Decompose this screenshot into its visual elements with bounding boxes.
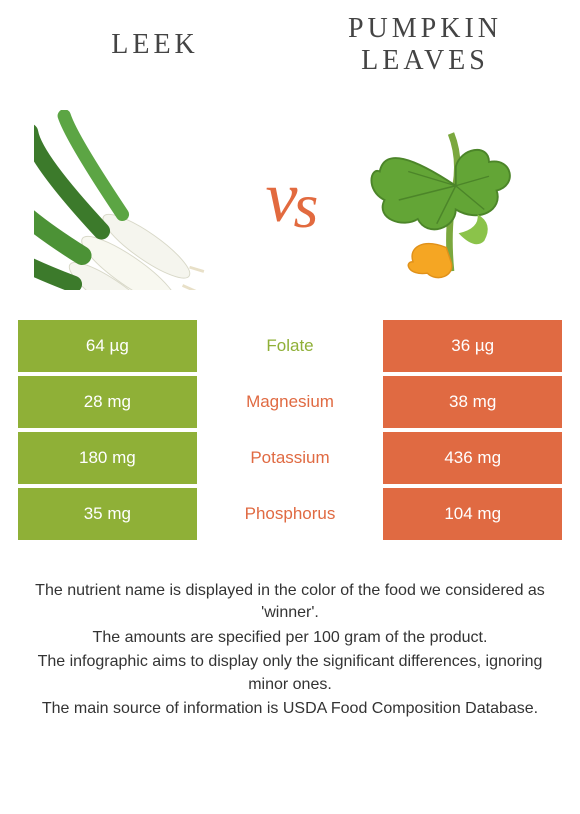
leek-icon (34, 110, 224, 290)
nutrient-right-value: 36 µg (383, 320, 562, 372)
nutrient-left-value: 28 mg (18, 376, 197, 428)
title-right-line1: Pumpkin (290, 13, 560, 45)
footnote-line: The nutrient name is displayed in the co… (30, 580, 550, 625)
nutrient-left-value: 180 mg (18, 432, 197, 484)
table-row: 180 mgPotassium436 mg (18, 432, 562, 484)
footnote-line: The amounts are specified per 100 gram o… (30, 627, 550, 649)
nutrient-right-value: 38 mg (383, 376, 562, 428)
pumpkin-leaves-icon (356, 115, 546, 285)
title-left: Leek (20, 29, 290, 61)
nutrient-name: Magnesium (201, 376, 380, 428)
table-row: 35 mgPhosphorus104 mg (18, 488, 562, 540)
leek-image (29, 105, 229, 295)
title-right: Pumpkin Leaves (290, 13, 560, 77)
nutrient-right-value: 436 mg (383, 432, 562, 484)
images-row: vs (0, 90, 580, 310)
footnotes: The nutrient name is displayed in the co… (0, 580, 580, 720)
table-row: 64 µgFolate36 µg (18, 320, 562, 372)
header-row: Leek Pumpkin Leaves (0, 0, 580, 90)
vs-label: vs (266, 156, 315, 245)
table-row: 28 mgMagnesium38 mg (18, 376, 562, 428)
nutrient-name: Potassium (201, 432, 380, 484)
pumpkin-leaves-image (351, 105, 551, 295)
nutrient-name: Phosphorus (201, 488, 380, 540)
nutrient-name: Folate (201, 320, 380, 372)
nutrient-left-value: 35 mg (18, 488, 197, 540)
footnote-line: The main source of information is USDA F… (30, 698, 550, 720)
nutrient-right-value: 104 mg (383, 488, 562, 540)
nutrient-table: 64 µgFolate36 µg28 mgMagnesium38 mg180 m… (18, 320, 562, 540)
footnote-line: The infographic aims to display only the… (30, 651, 550, 696)
nutrient-left-value: 64 µg (18, 320, 197, 372)
title-right-line2: Leaves (290, 45, 560, 77)
